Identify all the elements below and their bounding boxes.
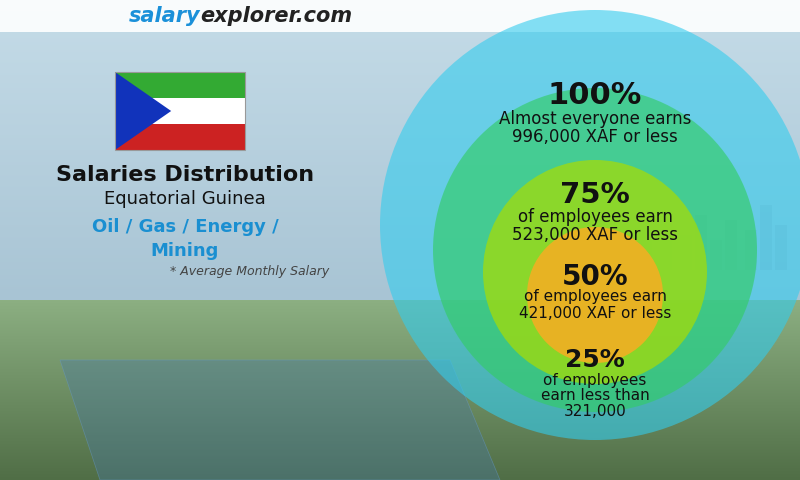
Text: 996,000 XAF or less: 996,000 XAF or less	[512, 128, 678, 146]
Text: 100%: 100%	[548, 81, 642, 109]
Text: Oil / Gas / Energy /
Mining: Oil / Gas / Energy / Mining	[92, 218, 278, 260]
Bar	[660, 210, 672, 270]
Bar	[115, 98, 245, 124]
Text: 25%: 25%	[565, 348, 625, 372]
Text: of employees earn: of employees earn	[518, 208, 673, 226]
Bar	[695, 215, 707, 270]
Text: 523,000 XAF or less: 523,000 XAF or less	[512, 226, 678, 244]
Bar	[745, 230, 757, 270]
Text: explorer.com: explorer.com	[200, 6, 352, 26]
Text: earn less than: earn less than	[541, 388, 650, 404]
Text: of employees: of employees	[543, 372, 646, 387]
Text: Almost everyone earns: Almost everyone earns	[499, 110, 691, 128]
Text: 421,000 XAF or less: 421,000 XAF or less	[519, 305, 671, 321]
Bar	[115, 72, 245, 98]
Circle shape	[483, 160, 707, 384]
Bar	[0, 0, 800, 32]
Text: Salaries Distribution: Salaries Distribution	[56, 165, 314, 185]
Bar	[775, 225, 787, 270]
Bar	[680, 235, 692, 270]
Circle shape	[380, 10, 800, 440]
Bar	[710, 240, 722, 270]
Text: 75%: 75%	[560, 181, 630, 209]
Polygon shape	[115, 72, 171, 150]
Bar	[115, 72, 245, 150]
Text: 321,000: 321,000	[564, 405, 626, 420]
Text: salary: salary	[128, 6, 200, 26]
Text: of employees earn: of employees earn	[523, 289, 666, 304]
Bar	[760, 205, 772, 270]
Circle shape	[433, 88, 757, 412]
Text: 50%: 50%	[562, 263, 628, 291]
Bar	[725, 220, 737, 270]
Circle shape	[527, 227, 663, 363]
Bar	[640, 230, 652, 270]
Text: * Average Monthly Salary: * Average Monthly Salary	[170, 265, 330, 278]
Text: Equatorial Guinea: Equatorial Guinea	[104, 190, 266, 208]
Bar	[115, 124, 245, 150]
Polygon shape	[60, 360, 500, 480]
